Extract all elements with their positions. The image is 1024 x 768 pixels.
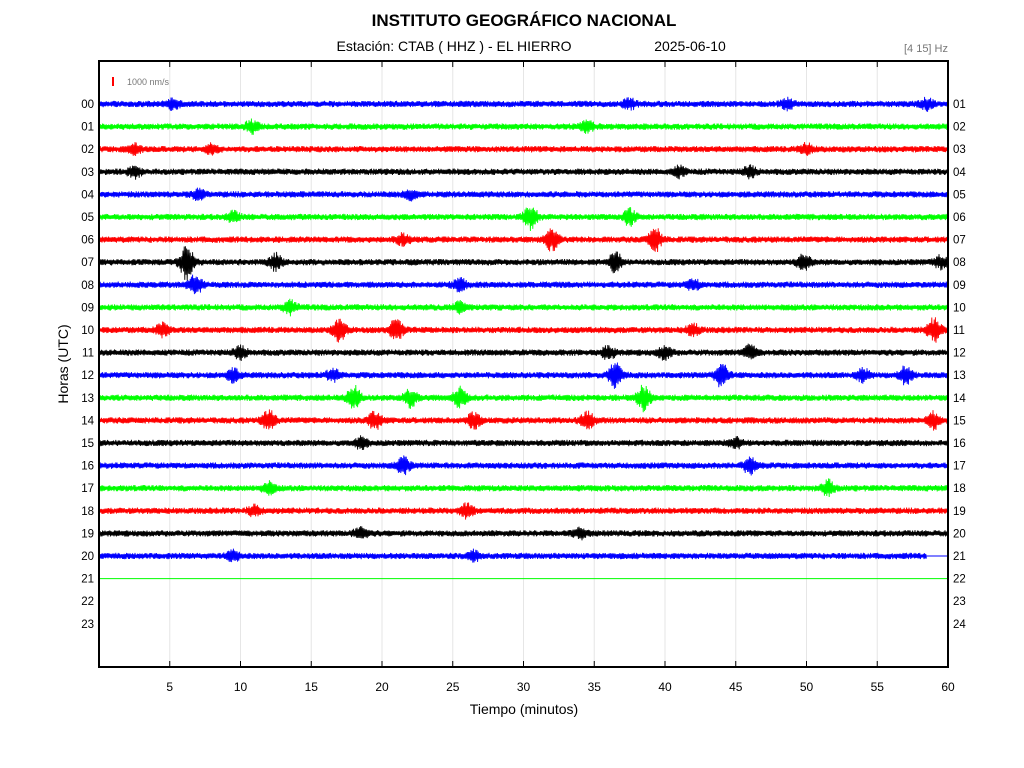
hour-label-right: 12: [953, 348, 966, 360]
trace-hour-9: [98, 298, 948, 317]
hour-label-left: 12: [81, 370, 94, 382]
x-tick-label: 55: [871, 680, 885, 694]
hour-label-left: 18: [81, 506, 94, 518]
trace-hour-8: [98, 274, 948, 295]
hour-label-left: 05: [81, 212, 94, 224]
x-axis-label: Tiempo (minutos): [470, 701, 578, 717]
hour-label-right: 01: [953, 99, 966, 111]
trace-hour-12: [98, 362, 948, 389]
hour-label-left: 04: [81, 189, 94, 201]
hour-label-right: 17: [953, 461, 966, 473]
trace-hour-0: [98, 96, 948, 112]
hour-label-left: 10: [81, 325, 94, 337]
x-tick-label: 40: [658, 680, 672, 694]
chart-title: INSTITUTO GEOGRÁFICO NACIONAL: [372, 11, 677, 30]
hour-label-left: 13: [81, 393, 94, 405]
scale-label: 1000 nm/s: [127, 77, 170, 87]
trace-hour-6: [98, 228, 948, 253]
hour-label-left: 11: [82, 348, 94, 360]
trace-hour-13: [98, 384, 948, 413]
trace-hour-17: [98, 478, 948, 498]
hour-label-right: 06: [953, 212, 966, 224]
hour-label-left: 15: [81, 438, 94, 450]
trace-hour-18: [98, 502, 948, 520]
plot-frame: [98, 60, 949, 668]
trace-hour-4: [98, 187, 948, 202]
hour-label-right: 21: [953, 551, 966, 563]
hour-label-left: 08: [81, 280, 94, 292]
hour-label-left: 00: [81, 99, 94, 111]
hour-label-right: 03: [953, 144, 966, 156]
hour-label-right: 23: [953, 596, 966, 608]
hour-label-left: 06: [81, 235, 94, 247]
hour-label-right: 02: [953, 122, 966, 134]
hour-label-left: 02: [81, 144, 94, 156]
hour-label-right: 10: [953, 302, 966, 314]
hour-label-left: 01: [81, 122, 94, 134]
x-tick-label: 45: [729, 680, 743, 694]
hour-label-right: 11: [953, 325, 965, 337]
hour-label-left: 03: [81, 167, 94, 179]
hour-label-right: 19: [953, 506, 966, 518]
hour-label-right: 09: [953, 280, 966, 292]
trace-hour-19: [98, 526, 948, 541]
hour-label-left: 21: [81, 574, 94, 586]
hour-label-left: 19: [81, 528, 94, 540]
hour-label-right: 07: [953, 235, 966, 247]
hour-label-left: 20: [81, 551, 94, 563]
trace-hour-7: [98, 246, 948, 281]
hour-label-left: 14: [81, 415, 94, 427]
date-label: 2025-06-10: [654, 38, 726, 54]
trace-hour-3: [98, 164, 948, 180]
x-tick-label: 35: [588, 680, 602, 694]
trace-hour-2: [98, 141, 948, 157]
trace-hour-14: [98, 409, 948, 431]
hour-label-left: 16: [81, 461, 94, 473]
hour-label-right: 13: [953, 370, 966, 382]
x-axis-ticks: 5 10 15 20 25 30 35 40 45 50 55 60: [166, 61, 955, 694]
hour-label-left: 22: [81, 596, 94, 608]
hour-label-right: 08: [953, 257, 966, 269]
x-tick-label: 60: [941, 680, 955, 694]
trace-hour-11: [98, 343, 948, 362]
hour-label-left: 07: [81, 257, 94, 269]
hour-label-right: 18: [953, 483, 966, 495]
hour-label-left: 09: [81, 302, 94, 314]
trace-hour-1: [98, 118, 948, 135]
trace-hour-16: [98, 455, 948, 476]
trace-hour-15: [98, 435, 948, 451]
x-tick-label: 15: [305, 680, 319, 694]
hour-label-right: 16: [953, 438, 966, 450]
hour-label-right: 24: [953, 619, 966, 631]
station-label: Estación: CTAB ( HHZ ) - EL HIERRO: [337, 38, 572, 54]
hour-label-left: 23: [81, 619, 94, 631]
x-tick-label: 5: [166, 680, 173, 694]
hour-label-right: 22: [953, 574, 966, 586]
x-tick-label: 50: [800, 680, 814, 694]
hour-label-right: 04: [953, 167, 966, 179]
x-tick-label: 10: [234, 680, 248, 694]
hour-label-left: 17: [81, 483, 94, 495]
trace-hour-5: [98, 207, 948, 232]
x-tick-label: 30: [517, 680, 531, 694]
seismic-traces: [98, 96, 948, 580]
right-hour-labels: 01 02 03 04 05 06 07 08 09 10 11 12 13 14 15 16 17 18 19 20…: [953, 99, 966, 631]
filter-label: [4 15] Hz: [904, 43, 948, 55]
x-tick-label: 20: [375, 680, 389, 694]
hour-label-right: 15: [953, 415, 966, 427]
left-hour-labels: 00 01 02 03 04 05 06 07 08 09 10 11 12 13 14 15 16 17 18 19…: [81, 99, 94, 631]
hour-label-right: 14: [953, 393, 966, 405]
trace-hour-20: [98, 548, 927, 563]
trace-hour-10: [98, 317, 948, 343]
hour-label-right: 20: [953, 528, 966, 540]
grid-lines: [169, 61, 878, 667]
scale-bar: [112, 77, 114, 86]
y-axis-label: Horas (UTC): [55, 324, 71, 403]
hour-label-right: 05: [953, 189, 966, 201]
x-tick-label: 25: [446, 680, 460, 694]
